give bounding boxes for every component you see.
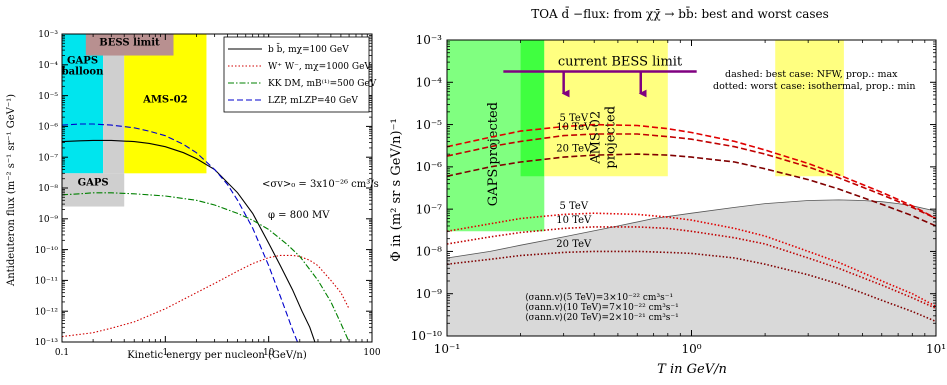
- right-annotation-sigma-10tev: ⟨σann.v⟩(10 TeV)=7×10⁻²² cm³s⁻¹: [525, 302, 679, 313]
- left-series-b-b-m-100-gev-solid-line: [62, 139, 316, 342]
- right-bess-limit-label: current BESS limit: [558, 54, 683, 69]
- left-region-label-bess-limit: BESS limit: [99, 37, 160, 48]
- right-chart-title: TOA d̄ −flux: from χχ̄ → bb̄: best and w…: [531, 5, 829, 21]
- left-y-tick-label: 10⁻¹⁰: [35, 246, 59, 256]
- right-series-10-tev-dot-line: [447, 226, 936, 310]
- right-x-tick-label: 10⁻¹: [434, 342, 460, 356]
- left-y-tick-label: 10⁻¹³: [35, 338, 59, 348]
- left-y-tick-label: 10⁻¹²: [35, 307, 59, 317]
- left-y-tick-label: 10⁻⁴: [38, 61, 58, 71]
- right-x-axis-label: T in GeV/n: [657, 362, 727, 377]
- left-y-tick-label: 10⁻¹¹: [35, 277, 58, 287]
- left-legend: b b̄, mχ=100 GeV W⁺ W⁻, mχ=1000 GeV KK DM,…: [223, 36, 377, 113]
- right-annotation-sigma-20tev: ⟨σann.v⟩(20 TeV)=2×10⁻²¹ cm³s⁻¹: [525, 312, 679, 323]
- left-annotation-sigma-v: <σv>₀ = 3x10⁻²⁶ cm³/s: [262, 179, 379, 190]
- left-legend-label-kk-dm-mb-500-gev: KK DM, mB⁽¹⁾=500 GeV: [268, 78, 377, 89]
- left-x-tick-label: 0.1: [55, 348, 69, 358]
- right-series-5-tev-dash-line: [447, 123, 936, 220]
- left-annotation-phi: φ = 800 MV: [268, 210, 330, 221]
- left-y-tick-label: 10⁻⁹: [38, 215, 58, 225]
- right-ticks: 10⁻¹ 10⁰ 10¹ 10⁻³ 10⁻⁴ 10⁻⁵ 10⁻⁶ 10⁻⁷ 10⁻⁸ 10⁻⁹ 10…: [411, 33, 946, 356]
- right-series-10-tev-dash-line: [447, 133, 936, 220]
- right-series-5-tev-dot-line: [447, 212, 936, 308]
- left-region-label-ams-02: AMS-02: [142, 94, 188, 105]
- left-region-gaps: [62, 173, 125, 207]
- right-annotation-dotted: dotted: worst case: isothermal, prop.: m…: [713, 81, 915, 92]
- left-y-tick-label: 10⁻⁶: [38, 123, 58, 133]
- right-region-ams-02-projected: [544, 40, 668, 177]
- right-series-label-10-tev-dot: 10 TeV: [556, 215, 592, 226]
- left-y-tick-label: 10⁻⁸: [38, 184, 58, 194]
- right-y-tick-label: 10⁻³: [416, 33, 443, 47]
- left-region-label-gaps-balloon: balloon: [62, 67, 104, 78]
- left-region-gaps-column: [103, 50, 125, 174]
- right-series-label-10-tev-dash: 10 TeV: [556, 122, 592, 133]
- left-region-gaps-balloon: [62, 34, 104, 174]
- right-region-ams-02-high: [775, 40, 844, 177]
- right-y-tick-label: 10⁻⁶: [416, 160, 443, 174]
- left-legend-label-lzp-mlzp-40-gev: LZP, mLZP=40 GeV: [268, 96, 358, 106]
- right-series-label-5-tev-dash: 5 TeV: [559, 113, 588, 124]
- right-series-label-5-tev-dot: 5 TeV: [559, 201, 588, 212]
- left-legend-label-b-b-m-100-gev: b b̄, mχ=100 GeV: [268, 43, 349, 55]
- right-bess-limit: current BESS limit: [503, 54, 697, 98]
- right-y-tick-label: 10⁻¹⁰: [411, 329, 442, 343]
- left-series: [62, 123, 350, 342]
- left-ticks: 0.1 1 10 100 10⁻³ 10⁻⁴ 10⁻⁵ 10⁻⁶ 10⁻⁷ 10⁻⁸ 10⁻⁹ 10⁻…: [35, 30, 381, 358]
- left-y-tick-label: 10⁻⁵: [38, 92, 58, 102]
- right-y-tick-label: 10⁻⁴: [416, 75, 443, 89]
- right-annotation-dashed: dashed: best case: NFW, prop.: max: [725, 69, 898, 80]
- left-region-bess-limit: [85, 34, 174, 56]
- left-y-tick-label: 10⁻³: [38, 30, 58, 40]
- right-region-label-ams-02-projected: projected: [603, 106, 618, 169]
- right-series-label-20-tev-dot: 20 TeV: [556, 239, 592, 250]
- left-x-tick-label: 100: [363, 348, 380, 358]
- left-region-label-gaps-balloon: GAPS: [67, 56, 98, 67]
- left-series-lzp-mlzp-40-gev-dash-line: [62, 123, 299, 342]
- right-x-tick-label: 10¹: [926, 342, 946, 356]
- right-region-label-gaps-projected: GAPS projected: [486, 102, 501, 206]
- right-region-label-ams-02-projected: AMS-02: [588, 111, 603, 165]
- left-region-label-gaps: GAPS: [78, 178, 109, 189]
- left-x-tick-label: 1: [162, 348, 168, 358]
- left-x-axis-label: Kinetic energy per nucleon (GeV/n): [127, 350, 307, 361]
- right-y-tick-label: 10⁻⁸: [416, 245, 443, 259]
- right-series-20-tev-dot-line: [447, 250, 936, 323]
- right-y-tick-label: 10⁻⁵: [416, 118, 443, 132]
- right-annotation-sigma-5tev: ⟨σann.v⟩(5 TeV)=3×10⁻²² cm³s⁻¹: [525, 292, 673, 303]
- right-series-label-20-tev-dash: 20 TeV: [556, 143, 592, 154]
- left-y-tick-label: 10⁻⁷: [38, 153, 58, 163]
- left-legend-label-w-w-m-1000-gev: W⁺ W⁻, mχ=1000 GeV: [268, 62, 371, 72]
- right-y-tick-label: 10⁻⁷: [416, 202, 443, 216]
- left-series-kk-dm-mb-500-gev-dashdot-line: [62, 192, 350, 342]
- right-region-gaps-top: [520, 40, 545, 177]
- right-x-tick-label: 10⁰: [681, 342, 701, 356]
- left-y-axis-label: Antideuteron flux (m⁻² s⁻¹ sr⁻¹ GeV⁻¹): [6, 94, 17, 287]
- left-series-w-w-m-1000-gev-dot-line: [62, 254, 350, 338]
- right-y-tick-label: 10⁻⁹: [416, 287, 443, 301]
- right-y-axis-label: Φ in (m² sr s GeV/n)⁻¹: [389, 118, 404, 261]
- right-series-20-tev-dash-line: [447, 153, 936, 227]
- left-x-tick-label: 10: [263, 348, 275, 358]
